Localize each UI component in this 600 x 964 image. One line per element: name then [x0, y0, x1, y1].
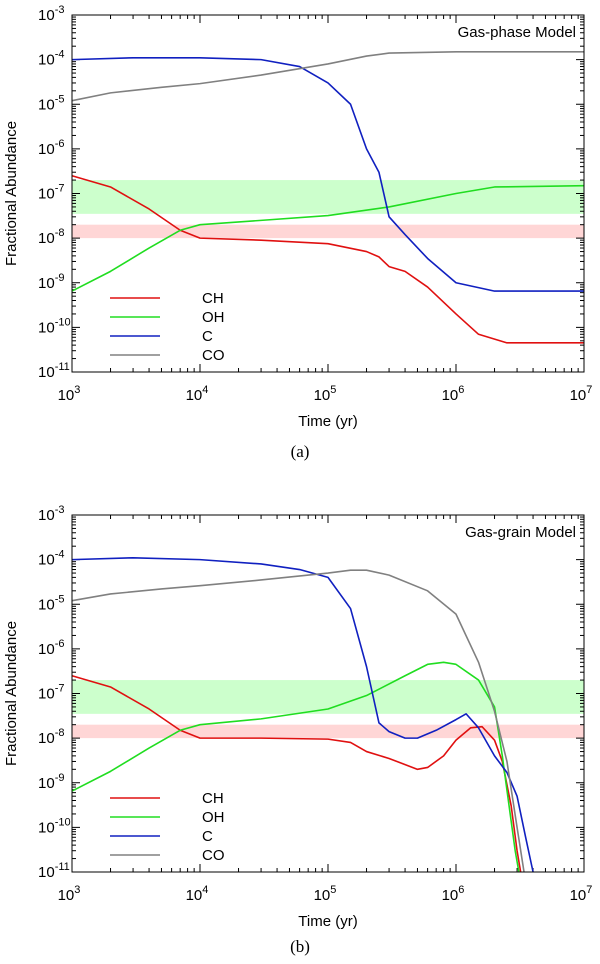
series-line-c: [71, 56, 584, 292]
series-line-co: [71, 50, 584, 102]
y-tick-label-3: 10-8: [38, 727, 64, 747]
x-tick-label-2: 105: [314, 884, 337, 904]
plot-frame: [71, 14, 585, 373]
x-tick-label-3: 106: [442, 384, 465, 404]
y-tick-label-8: 10-3: [38, 4, 64, 24]
y-tick-label-4: 10-7: [38, 683, 64, 703]
x-tick-label-2: 105: [314, 384, 337, 404]
series-line-co: [71, 569, 525, 873]
x-axis-label: Time (yr): [298, 413, 357, 430]
y-tick-label-8: 10-3: [38, 504, 64, 524]
x-tick-label-0: 103: [58, 384, 81, 404]
legend-label-oh: OH: [202, 809, 225, 826]
x-tick-label-1: 104: [186, 884, 209, 904]
y-tick-label-1: 10-10: [38, 816, 71, 836]
y-tick-label-5: 10-6: [38, 138, 64, 158]
series-line-oh: [71, 184, 585, 292]
y-tick-label-0: 10-11: [38, 861, 70, 881]
y-tick-label-7: 10-4: [38, 49, 64, 69]
band-0: [72, 180, 584, 214]
y-tick-label-4: 10-7: [38, 183, 64, 203]
legend-label-ch: CH: [202, 790, 224, 807]
chart-panel-a: 103 104 105 106 107 10-11 10-10 10-9 10-8 10-7 10-…: [3, 4, 592, 430]
legend-label-ch: CH: [202, 290, 224, 307]
y-tick-label-6: 10-5: [38, 593, 64, 613]
plot-frame: [71, 514, 585, 873]
y-tick-label-2: 10-9: [38, 772, 64, 792]
legend-label-oh: OH: [202, 309, 225, 326]
legend-label-c: C: [202, 328, 213, 345]
panel-caption-b: (b): [290, 937, 310, 956]
legend-label-co: CO: [202, 847, 225, 864]
series-line-c: [71, 556, 534, 873]
x-tick-label-0: 103: [58, 884, 81, 904]
series-line-ch: [71, 674, 522, 873]
y-tick-label-6: 10-5: [38, 93, 64, 113]
band-1: [72, 224, 584, 239]
series-line-oh: [71, 661, 520, 873]
chart-title: Gas-phase Model: [458, 24, 576, 41]
chart-panel-b: 103 104 105 106 107 10-11 10-10 10-9 10-8 10-7 10-…: [3, 504, 592, 930]
x-tick-label-4: 107: [570, 384, 593, 404]
chart-title: Gas-grain Model: [465, 524, 576, 541]
legend-label-c: C: [202, 828, 213, 845]
y-tick-label-2: 10-9: [38, 272, 64, 292]
y-tick-label-0: 10-11: [38, 361, 70, 381]
band-1: [72, 724, 584, 739]
x-axis-label: Time (yr): [298, 913, 357, 930]
y-axis-label: Fractional Abundance: [3, 621, 20, 766]
x-tick-label-4: 107: [570, 884, 593, 904]
x-tick-label-1: 104: [186, 384, 209, 404]
panel-caption-a: (a): [290, 442, 310, 461]
y-axis-label: Fractional Abundance: [3, 121, 20, 266]
y-tick-label-7: 10-4: [38, 549, 64, 569]
legend-label-co: CO: [202, 347, 225, 364]
y-tick-label-1: 10-10: [38, 316, 71, 336]
series-line-ch: [71, 174, 584, 344]
y-tick-label-5: 10-6: [38, 638, 64, 658]
x-tick-label-3: 106: [442, 884, 465, 904]
y-tick-label-3: 10-8: [38, 227, 64, 247]
